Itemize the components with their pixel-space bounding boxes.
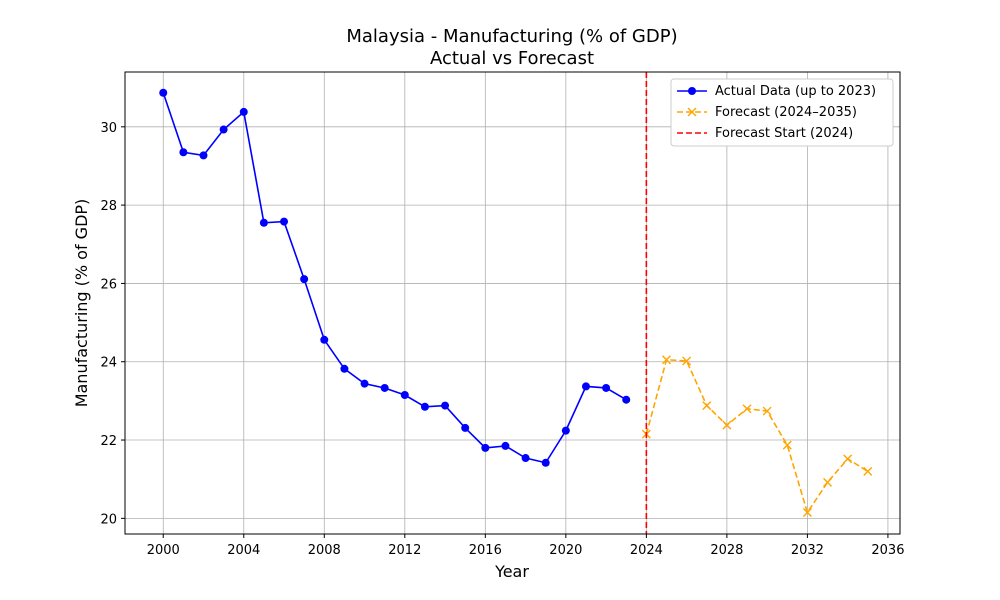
x-tick-label: 2004 <box>227 543 260 558</box>
legend-forecast-label: Forecast (2024–2035) <box>715 105 857 120</box>
data-point <box>802 507 812 517</box>
data-point <box>602 383 611 392</box>
data-point <box>461 423 470 432</box>
y-tick-label: 26 <box>100 277 117 292</box>
data-point <box>863 466 873 476</box>
data-point <box>400 391 409 400</box>
data-point <box>320 335 329 344</box>
legend-actual-marker <box>688 87 696 95</box>
data-point <box>561 426 570 435</box>
data-point <box>742 404 752 414</box>
data-point <box>762 406 772 416</box>
data-point <box>722 420 732 430</box>
data-point <box>622 395 631 404</box>
data-point <box>380 383 389 392</box>
data-point <box>340 364 349 373</box>
y-tick-label: 22 <box>100 434 117 449</box>
x-axis-title: Year <box>494 562 529 581</box>
y-tick-label: 30 <box>100 121 117 136</box>
chart-title: Malaysia - Manufacturing (% of GDP) <box>346 26 677 47</box>
y-tick-label: 20 <box>100 512 117 527</box>
x-tick-label: 2012 <box>388 543 421 558</box>
legend-actual-label: Actual Data (up to 2023) <box>715 84 876 99</box>
legend-forecast-marker <box>687 107 697 117</box>
x-tick-label: 2024 <box>630 543 663 558</box>
chart-subtitle: Actual vs Forecast <box>430 48 594 69</box>
data-point <box>420 402 429 411</box>
x-axis: 2000 2004 2008 2012 2016 2020 2024 2028 2032 2036 <box>147 534 904 558</box>
data-point <box>159 88 168 97</box>
legend: Actual Data (up to 2023) Forecast (2024–… <box>670 78 894 147</box>
x-tick-label: 2020 <box>549 543 582 558</box>
data-point <box>259 218 268 227</box>
y-axis: 20 22 24 26 28 30 <box>100 121 125 527</box>
data-point <box>280 217 289 226</box>
series-line-1 <box>645 358 869 515</box>
x-tick-label: 2032 <box>791 543 824 558</box>
data-point <box>219 125 228 134</box>
legend-box <box>670 78 894 147</box>
x-tick-label: 2016 <box>469 543 502 558</box>
legend-entry-actual: Actual Data (up to 2023) <box>677 84 876 99</box>
series-line-0 <box>162 92 627 464</box>
x-tick-label: 2036 <box>871 543 904 558</box>
data-point <box>823 477 833 487</box>
plot-area <box>159 72 873 534</box>
y-tick-label: 24 <box>100 356 117 371</box>
data-point <box>199 151 208 160</box>
data-point <box>300 275 309 284</box>
x-tick-label: 2008 <box>308 543 341 558</box>
data-point <box>581 382 590 391</box>
y-tick-label: 28 <box>100 199 117 214</box>
data-point <box>521 454 530 463</box>
data-point <box>702 401 712 411</box>
data-point <box>239 107 248 116</box>
plot-frame <box>124 71 901 535</box>
legend-vline-label: Forecast Start (2024) <box>715 126 853 141</box>
data-point <box>501 441 510 450</box>
data-point <box>441 401 450 410</box>
data-point <box>782 440 792 450</box>
data-point <box>179 148 188 157</box>
legend-entry-forecast: Forecast (2024–2035) <box>677 105 857 120</box>
data-point <box>481 443 490 452</box>
data-point <box>360 379 369 388</box>
legend-entry-forecast-start: Forecast Start (2024) <box>677 126 853 141</box>
data-point <box>843 454 853 464</box>
data-point <box>661 355 671 365</box>
data-point <box>682 356 692 366</box>
grid <box>125 72 900 534</box>
x-tick-label: 2028 <box>710 543 743 558</box>
x-tick-label: 2000 <box>147 543 180 558</box>
data-point <box>541 458 550 467</box>
y-axis-title: Manufacturing (% of GDP) <box>72 199 91 408</box>
